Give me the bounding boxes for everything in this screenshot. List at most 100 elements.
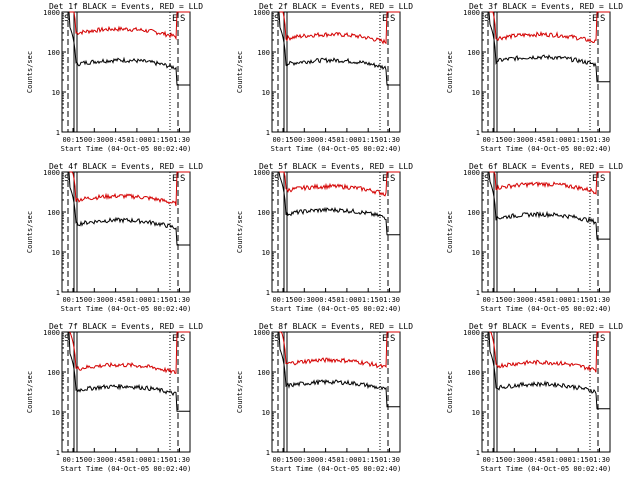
start-marker-label: S [180,14,185,24]
x-tick-label: 01:15 [358,456,379,464]
x-tick-label: 01:15 [148,456,169,464]
events-series-line [482,11,610,83]
x-tick-label: 01:00 [336,456,357,464]
y-tick-label: 10 [52,249,60,257]
end-marker-label: E [592,174,597,184]
start-marker-label: S [600,174,605,184]
plot-frame [271,331,401,453]
y-tick-label: 10 [472,249,480,257]
x-tick-label: 01:00 [546,296,567,304]
x-tick-label: 01:30 [379,456,400,464]
y-tick-label: 1 [476,449,480,457]
y-tick-label: 10 [472,89,480,97]
x-axis-label: Start Time (04-Oct-05 00:02:40) [271,305,402,313]
lld-series-line [482,171,610,196]
plot-frame [61,331,191,453]
start-marker-label: S [274,334,279,344]
panel-title: Det 4f BLACK = Events, RED = LLD [49,162,203,171]
x-tick-label: 01:30 [379,136,400,144]
x-tick-label: 00:15 [482,456,503,464]
detector-panel-6: Det 6f BLACK = Events, RED = LLD 1 10 100 10… [446,162,623,313]
detector-panel-4: Det 4f BLACK = Events, RED = LLD 1 10 100 10… [26,162,203,313]
panel-title: Det 3f BLACK = Events, RED = LLD [469,2,623,11]
x-tick-label: 00:15 [482,296,503,304]
x-tick-label: 00:45 [525,456,546,464]
end-marker-label: E [382,334,387,344]
y-tick-label: 1 [476,129,480,137]
plot-frame [481,11,611,133]
x-tick-label: 00:15 [272,456,293,464]
y-axis-label: Counts/sec [446,51,454,93]
y-axis-label: Counts/sec [26,211,34,253]
y-tick-label: 10 [472,409,480,417]
x-tick-label: 01:15 [148,296,169,304]
x-tick-label: 00:45 [105,136,126,144]
y-axis-label: Counts/sec [26,51,34,93]
y-tick-label: 1000 [253,329,270,337]
y-tick-label: 10 [52,409,60,417]
y-tick-label: 1000 [43,329,60,337]
events-series-line [272,11,400,86]
start-marker-label: S [600,14,605,24]
start-marker-label: S [484,174,489,184]
x-tick-label: 01:30 [589,456,610,464]
y-tick-label: 100 [467,369,480,377]
detector-panel-9: Det 9f BLACK = Events, RED = LLD 1 10 100 10… [446,322,623,473]
x-tick-label: 00:30 [84,296,105,304]
x-tick-label: 00:15 [272,296,293,304]
x-tick-label: 00:30 [84,136,105,144]
plot-frame [61,171,191,293]
start-marker-label: S [390,334,395,344]
start-marker-label: S [484,14,489,24]
lld-series-line [62,331,190,375]
lld-series-line [272,331,400,369]
lld-series-line [482,331,610,373]
end-marker-label: E [172,174,177,184]
lld-series-line [62,171,190,207]
x-tick-label: 00:30 [504,456,525,464]
y-tick-label: 1 [56,129,60,137]
x-tick-label: 00:15 [62,136,83,144]
panel-title: Det 6f BLACK = Events, RED = LLD [469,162,623,171]
x-tick-label: 01:00 [126,456,147,464]
y-tick-label: 1 [266,289,270,297]
detector-panel-8: Det 8f BLACK = Events, RED = LLD 1 10 100 10… [236,322,413,473]
start-marker-label: S [390,174,395,184]
y-tick-label: 1000 [253,9,270,17]
x-tick-label: 01:15 [568,136,589,144]
x-tick-label: 01:30 [169,296,190,304]
x-tick-label: 00:30 [504,296,525,304]
y-tick-label: 1000 [463,169,480,177]
events-series-line [62,11,190,86]
panel-title: Det 5f BLACK = Events, RED = LLD [259,162,413,171]
y-tick-label: 1000 [43,169,60,177]
end-marker-label: E [592,334,597,344]
y-tick-label: 100 [467,209,480,217]
x-tick-label: 01:00 [336,136,357,144]
end-marker-label: E [382,14,387,24]
x-tick-label: 00:45 [105,456,126,464]
start-marker-label: S [484,334,489,344]
x-tick-label: 01:15 [148,136,169,144]
end-marker-label: E [172,14,177,24]
events-series-line [62,331,190,412]
x-tick-label: 01:30 [169,136,190,144]
y-tick-label: 100 [47,49,60,57]
start-marker-label: S [64,334,69,344]
x-tick-label: 01:15 [358,136,379,144]
plot-frame [61,11,191,133]
y-axis-label: Counts/sec [236,371,244,413]
x-tick-label: 00:15 [62,456,83,464]
x-tick-label: 00:45 [105,296,126,304]
y-tick-label: 1 [476,289,480,297]
x-tick-label: 00:30 [504,136,525,144]
detector-panel-1: Det 1f BLACK = Events, RED = LLD 1 10 100 10… [26,2,203,153]
start-marker-label: S [64,174,69,184]
y-tick-label: 100 [257,209,270,217]
y-tick-label: 100 [467,49,480,57]
x-tick-label: 01:30 [589,296,610,304]
y-tick-label: 10 [262,249,270,257]
panel-title: Det 7f BLACK = Events, RED = LLD [49,322,203,331]
x-axis-label: Start Time (04-Oct-05 00:02:40) [481,145,612,153]
